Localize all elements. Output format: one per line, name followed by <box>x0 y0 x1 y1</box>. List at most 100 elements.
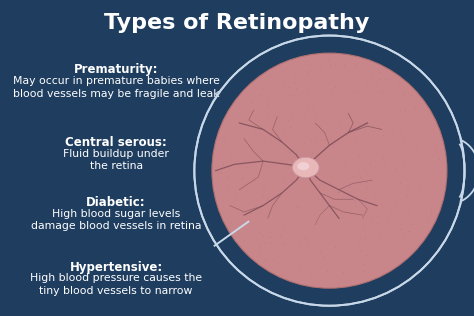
Point <box>356 174 364 179</box>
Point <box>379 89 386 94</box>
Point <box>289 147 297 152</box>
Point <box>295 204 303 209</box>
Point <box>370 129 377 134</box>
Point <box>316 250 324 255</box>
Point <box>346 185 354 190</box>
Point <box>355 243 363 248</box>
Point <box>338 209 346 214</box>
Point <box>341 159 349 164</box>
Point <box>308 150 315 155</box>
Point <box>263 114 270 119</box>
Point <box>376 77 384 82</box>
Point <box>260 188 268 193</box>
Point <box>387 76 395 82</box>
Point <box>268 74 275 79</box>
Point <box>373 214 381 219</box>
Ellipse shape <box>297 162 309 170</box>
Point <box>273 210 281 215</box>
Point <box>326 180 334 185</box>
Point <box>352 89 359 94</box>
Point <box>342 270 349 275</box>
Point <box>409 193 417 198</box>
Point <box>361 161 368 166</box>
Point <box>361 196 369 201</box>
Point <box>284 84 292 89</box>
Point <box>260 258 268 263</box>
Point <box>315 196 322 201</box>
Point <box>372 195 379 200</box>
Point <box>386 118 394 123</box>
Point <box>270 113 278 118</box>
Point <box>280 228 287 233</box>
Point <box>319 186 327 191</box>
Point <box>246 227 253 232</box>
Point <box>307 275 315 280</box>
Point <box>219 161 227 166</box>
Point <box>378 107 386 112</box>
Point <box>274 104 282 109</box>
Point <box>402 114 410 119</box>
Point <box>346 225 353 230</box>
Point <box>302 170 310 175</box>
Point <box>395 83 402 88</box>
Point <box>306 67 313 72</box>
Ellipse shape <box>297 162 310 170</box>
Point <box>385 246 392 252</box>
Point <box>412 147 420 152</box>
Point <box>264 256 271 261</box>
Point <box>381 160 388 165</box>
Point <box>340 63 347 68</box>
Point <box>261 240 269 245</box>
Point <box>294 95 302 100</box>
Point <box>273 255 281 260</box>
Point <box>317 129 324 134</box>
Point <box>307 138 315 143</box>
Point <box>393 249 401 254</box>
Point <box>368 216 375 221</box>
Point <box>326 63 334 68</box>
Point <box>302 243 310 248</box>
Point <box>303 91 311 96</box>
Point <box>377 171 384 176</box>
Point <box>424 215 432 220</box>
Point <box>343 132 351 137</box>
Point <box>295 239 302 244</box>
Point <box>257 167 265 172</box>
Point <box>259 193 267 198</box>
Point <box>269 258 276 263</box>
Point <box>377 222 385 227</box>
Point <box>356 236 364 241</box>
Point <box>363 184 371 189</box>
Point <box>388 208 395 213</box>
Point <box>285 104 293 109</box>
Point <box>400 92 407 97</box>
Point <box>288 171 295 176</box>
Point <box>312 170 320 175</box>
Point <box>329 90 337 95</box>
Point <box>278 240 286 245</box>
Point <box>293 204 301 209</box>
Point <box>343 72 350 77</box>
Point <box>373 220 381 225</box>
Point <box>276 232 283 237</box>
Point <box>280 132 288 137</box>
Point <box>304 239 311 244</box>
Point <box>229 170 237 175</box>
Point <box>234 227 241 232</box>
Point <box>399 159 407 164</box>
Point <box>410 202 418 207</box>
Point <box>399 231 407 236</box>
Point <box>318 231 325 236</box>
Point <box>305 62 312 67</box>
Point <box>404 186 411 191</box>
Point <box>227 151 235 156</box>
Point <box>356 179 364 185</box>
Point <box>435 157 443 162</box>
Point <box>376 88 384 93</box>
Point <box>309 238 317 243</box>
Point <box>396 221 403 226</box>
Point <box>371 158 379 163</box>
Point <box>386 95 393 100</box>
Point <box>429 138 437 143</box>
Point <box>323 269 331 274</box>
